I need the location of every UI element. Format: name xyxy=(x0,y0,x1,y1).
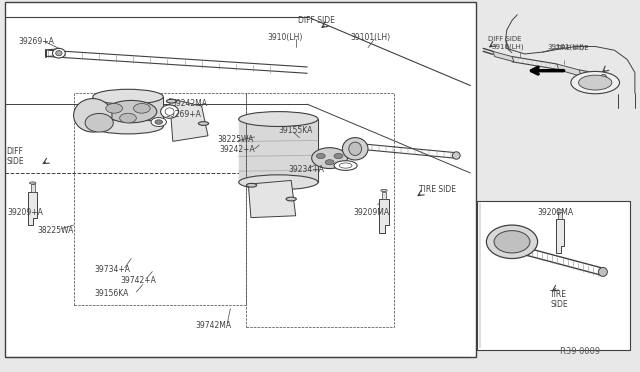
Ellipse shape xyxy=(339,163,352,168)
Ellipse shape xyxy=(239,175,318,190)
Ellipse shape xyxy=(381,189,387,192)
FancyBboxPatch shape xyxy=(479,203,481,348)
Polygon shape xyxy=(379,199,389,232)
Text: 39155KA: 39155KA xyxy=(278,126,313,135)
Bar xyxy=(74,93,246,305)
Polygon shape xyxy=(556,219,564,253)
Ellipse shape xyxy=(342,138,368,160)
Text: 39242MA: 39242MA xyxy=(172,99,207,108)
Text: 39269+A: 39269+A xyxy=(18,37,54,46)
Bar xyxy=(5,2,476,357)
Text: 39156KA: 39156KA xyxy=(95,289,129,298)
Ellipse shape xyxy=(494,231,530,253)
Ellipse shape xyxy=(486,225,538,259)
Bar xyxy=(31,184,35,192)
Text: 39269+A: 39269+A xyxy=(165,110,201,119)
Ellipse shape xyxy=(246,183,257,187)
Polygon shape xyxy=(28,192,37,225)
Ellipse shape xyxy=(56,51,62,56)
Ellipse shape xyxy=(155,120,163,124)
Polygon shape xyxy=(557,64,581,76)
Polygon shape xyxy=(248,180,296,218)
Text: TIRE SIDE: TIRE SIDE xyxy=(419,185,456,194)
Ellipse shape xyxy=(198,122,209,125)
Ellipse shape xyxy=(161,105,179,118)
Ellipse shape xyxy=(452,152,460,159)
Ellipse shape xyxy=(334,161,357,170)
Bar xyxy=(558,212,562,219)
Text: 38225WA: 38225WA xyxy=(37,226,74,235)
Bar xyxy=(382,192,386,199)
Bar xyxy=(477,201,630,350)
Text: R39 0009: R39 0009 xyxy=(560,347,600,356)
Bar xyxy=(93,97,163,126)
Ellipse shape xyxy=(286,197,296,201)
Polygon shape xyxy=(170,99,208,141)
Text: 39742MA: 39742MA xyxy=(195,321,231,330)
Ellipse shape xyxy=(557,210,563,213)
Ellipse shape xyxy=(93,89,163,104)
Polygon shape xyxy=(493,51,514,62)
Ellipse shape xyxy=(334,153,343,158)
Text: 39101(LH): 39101(LH) xyxy=(351,33,391,42)
Ellipse shape xyxy=(571,71,620,94)
Text: 39742+A: 39742+A xyxy=(120,276,156,285)
Ellipse shape xyxy=(316,153,325,158)
Ellipse shape xyxy=(239,112,318,126)
Text: DIFF SIDE: DIFF SIDE xyxy=(298,16,335,25)
Ellipse shape xyxy=(29,182,36,184)
Text: 39242+A: 39242+A xyxy=(220,145,255,154)
Bar xyxy=(239,119,318,182)
Ellipse shape xyxy=(312,148,348,169)
Ellipse shape xyxy=(93,119,163,134)
Ellipse shape xyxy=(74,99,112,132)
Text: DIFF SIDE: DIFF SIDE xyxy=(488,36,521,42)
Text: 3910(LH): 3910(LH) xyxy=(492,43,524,50)
Ellipse shape xyxy=(151,118,166,126)
Ellipse shape xyxy=(165,108,174,115)
Ellipse shape xyxy=(106,100,157,123)
Ellipse shape xyxy=(85,113,113,132)
Ellipse shape xyxy=(579,75,612,90)
Ellipse shape xyxy=(325,160,334,165)
Ellipse shape xyxy=(106,103,122,113)
Text: 39209MA: 39209MA xyxy=(353,208,389,217)
Ellipse shape xyxy=(598,267,607,276)
Text: 39101(LH): 39101(LH) xyxy=(547,43,584,50)
Text: 39209+A: 39209+A xyxy=(8,208,44,217)
Bar xyxy=(246,93,394,327)
Text: TIRE
SIDE: TIRE SIDE xyxy=(550,290,568,309)
Text: 39209MA: 39209MA xyxy=(538,208,573,217)
Text: 39734+A: 39734+A xyxy=(95,265,131,274)
Ellipse shape xyxy=(600,74,607,81)
Text: 3910(LH): 3910(LH) xyxy=(268,33,303,42)
Text: 39234+A: 39234+A xyxy=(288,165,324,174)
Ellipse shape xyxy=(52,48,65,58)
Ellipse shape xyxy=(120,113,136,123)
Ellipse shape xyxy=(349,142,362,155)
Text: DIFF
SIDE: DIFF SIDE xyxy=(6,147,24,166)
Ellipse shape xyxy=(134,103,150,113)
Text: 38225WA: 38225WA xyxy=(218,135,254,144)
Text: TIRE SIDE: TIRE SIDE xyxy=(556,45,589,51)
Ellipse shape xyxy=(166,99,177,103)
